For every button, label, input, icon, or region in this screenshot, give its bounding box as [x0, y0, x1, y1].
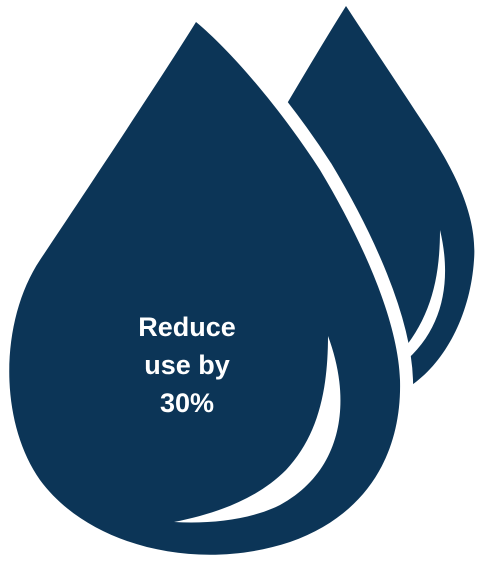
- back-drop-highlight: [398, 230, 446, 364]
- reduction-label: Reduce use by 30%: [92, 308, 282, 422]
- label-line-1: Reduce: [138, 312, 236, 342]
- front-water-drop-icon: [9, 22, 401, 555]
- front-drop-highlight: [174, 336, 341, 523]
- label-line-2: use by: [144, 350, 230, 380]
- back-water-drop-icon: [230, 6, 475, 392]
- label-line-3: 30%: [159, 388, 215, 418]
